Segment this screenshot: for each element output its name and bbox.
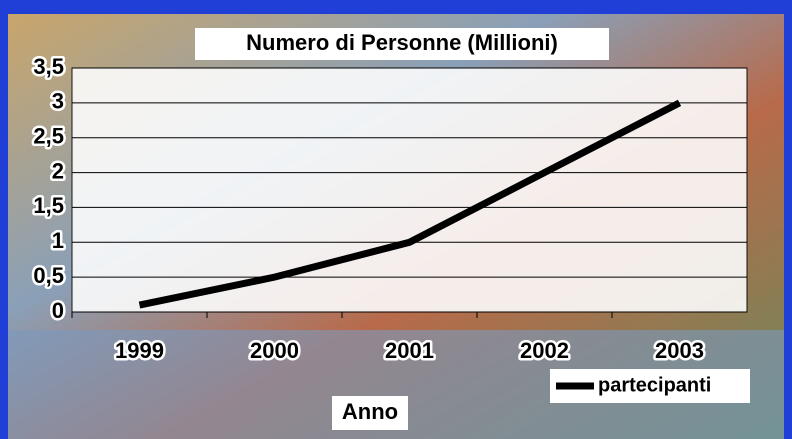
y-tick-label: 2 [52, 158, 64, 183]
y-tick-label: 1,5 [33, 193, 64, 218]
chart: Numero di Personne (Millioni) Anno 0 0,5 1… [0, 0, 792, 439]
x-tick-label: 2003 [655, 338, 704, 363]
y-tick-label: 0,5 [33, 263, 64, 288]
y-tick-label: 1 [52, 228, 64, 253]
x-tick-label: 2001 [385, 338, 434, 363]
chart-title: Numero di Personne (Millioni) [246, 30, 558, 55]
x-tick-label: 2002 [520, 338, 569, 363]
x-tick-label: 1999 [115, 338, 164, 363]
legend-label: partecipanti [598, 374, 711, 396]
y-tick-label: 2,5 [33, 124, 64, 149]
x-tick-label: 2000 [250, 338, 299, 363]
plot-area [72, 68, 747, 312]
x-axis-label: Anno [342, 399, 398, 424]
y-tick-label: 0 [52, 298, 64, 323]
y-tick-label: 3,5 [33, 54, 64, 79]
y-tick-label: 3 [52, 89, 64, 114]
